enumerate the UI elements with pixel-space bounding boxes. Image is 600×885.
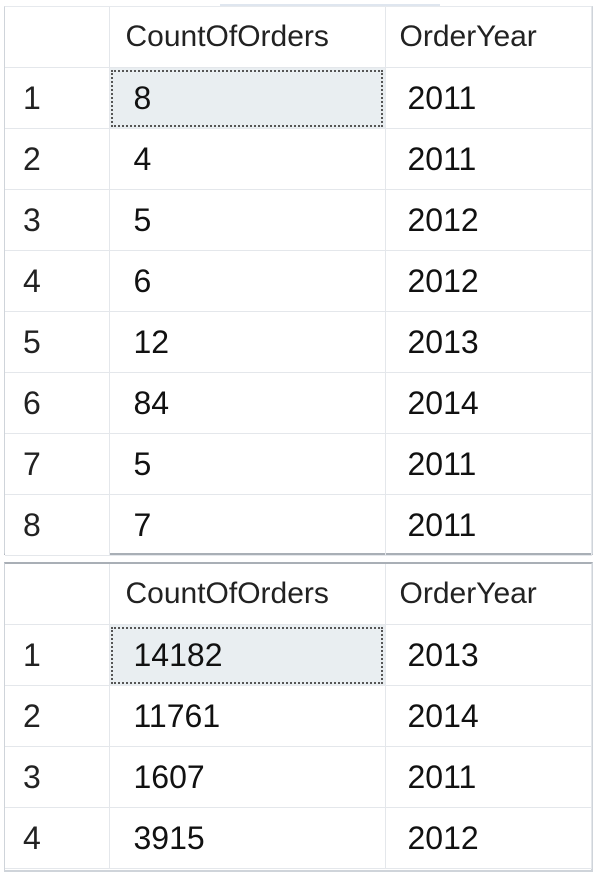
row-number-cell[interactable]: 1: [5, 67, 110, 129]
cell-countoforders[interactable]: 12: [109, 311, 386, 373]
row-number-cell[interactable]: 7: [5, 433, 110, 495]
table-row[interactable]: 2 4 2011: [5, 128, 592, 190]
cell-orderyear[interactable]: 2014: [385, 685, 592, 747]
table-row[interactable]: 6 84 2014: [5, 372, 592, 434]
cell-orderyear[interactable]: 2011: [385, 494, 592, 556]
results-grid-1[interactable]: CountOfOrders OrderYear 1 8 2011 2 4 2011 3 5 20…: [4, 6, 593, 556]
row-number-cell[interactable]: 2: [5, 128, 110, 190]
table-row[interactable]: 5 12 2013: [5, 311, 592, 373]
cell-orderyear[interactable]: 2012: [385, 189, 592, 251]
cell-countoforders[interactable]: 1607: [109, 746, 386, 808]
cell-orderyear[interactable]: 2011: [385, 67, 592, 129]
column-header-orderyear[interactable]: OrderYear: [385, 7, 592, 68]
cell-countoforders[interactable]: 3915: [109, 807, 386, 869]
selected-cell-countoforders[interactable]: 14182: [109, 624, 386, 686]
cell-countoforders[interactable]: 6: [109, 250, 386, 312]
row-number-cell[interactable]: 6: [5, 372, 110, 434]
cell-countoforders[interactable]: 11761: [109, 685, 386, 747]
cell-orderyear[interactable]: 2011: [385, 746, 592, 808]
column-header-orderyear[interactable]: OrderYear: [385, 564, 592, 625]
cell-orderyear[interactable]: 2013: [385, 311, 592, 373]
results-table-2: CountOfOrders OrderYear 1 14182 2013 2 11761…: [5, 564, 592, 869]
table-row[interactable]: 1 8 2011: [5, 67, 592, 129]
table-row[interactable]: 3 1607 2011: [5, 746, 592, 808]
selected-cell-countoforders[interactable]: 8: [109, 67, 386, 129]
header-row: CountOfOrders OrderYear: [5, 564, 592, 625]
row-number-header[interactable]: [5, 7, 110, 68]
cell-countoforders[interactable]: 84: [109, 372, 386, 434]
table-row[interactable]: 1 14182 2013: [5, 624, 592, 686]
table-row[interactable]: 7 5 2011: [5, 433, 592, 495]
results-grid-2[interactable]: CountOfOrders OrderYear 1 14182 2013 2 11761…: [4, 562, 593, 872]
cell-orderyear[interactable]: 2012: [385, 807, 592, 869]
cell-countoforders[interactable]: 7: [109, 494, 386, 556]
column-header-countoforders[interactable]: CountOfOrders: [109, 7, 386, 68]
row-number-cell[interactable]: 4: [5, 250, 110, 312]
column-header-countoforders[interactable]: CountOfOrders: [109, 564, 386, 625]
grid-body-2: 1 14182 2013 2 11761 2014 3 1607 2011 4 3915 2012: [5, 624, 592, 869]
row-number-cell[interactable]: 2: [5, 685, 110, 747]
table-row[interactable]: 8 7 2011: [5, 494, 592, 556]
row-number-header[interactable]: [5, 564, 110, 625]
header-row: CountOfOrders OrderYear: [5, 7, 592, 68]
cell-orderyear[interactable]: 2011: [385, 128, 592, 190]
cell-countoforders[interactable]: 5: [109, 433, 386, 495]
cell-orderyear[interactable]: 2014: [385, 372, 592, 434]
table-row[interactable]: 3 5 2012: [5, 189, 592, 251]
row-number-cell[interactable]: 3: [5, 189, 110, 251]
cell-countoforders[interactable]: 5: [109, 189, 386, 251]
table-row[interactable]: 4 3915 2012: [5, 807, 592, 869]
row-number-cell[interactable]: 1: [5, 624, 110, 686]
row-number-cell[interactable]: 4: [5, 807, 110, 869]
grid-body-1: 1 8 2011 2 4 2011 3 5 2012 4 6 2012 5 12 2013 6 84 2014 7 5…: [5, 67, 592, 556]
row-number-cell[interactable]: 3: [5, 746, 110, 808]
table-row[interactable]: 4 6 2012: [5, 250, 592, 312]
results-table-1: CountOfOrders OrderYear 1 8 2011 2 4 2011 3 5 20…: [5, 7, 592, 556]
cell-countoforders[interactable]: 4: [109, 128, 386, 190]
row-number-cell[interactable]: 8: [5, 494, 110, 556]
cell-orderyear[interactable]: 2011: [385, 433, 592, 495]
cell-orderyear[interactable]: 2013: [385, 624, 592, 686]
tab-strip-edge: [220, 4, 440, 7]
table-row[interactable]: 2 11761 2014: [5, 685, 592, 747]
row-number-cell[interactable]: 5: [5, 311, 110, 373]
cell-orderyear[interactable]: 2012: [385, 250, 592, 312]
